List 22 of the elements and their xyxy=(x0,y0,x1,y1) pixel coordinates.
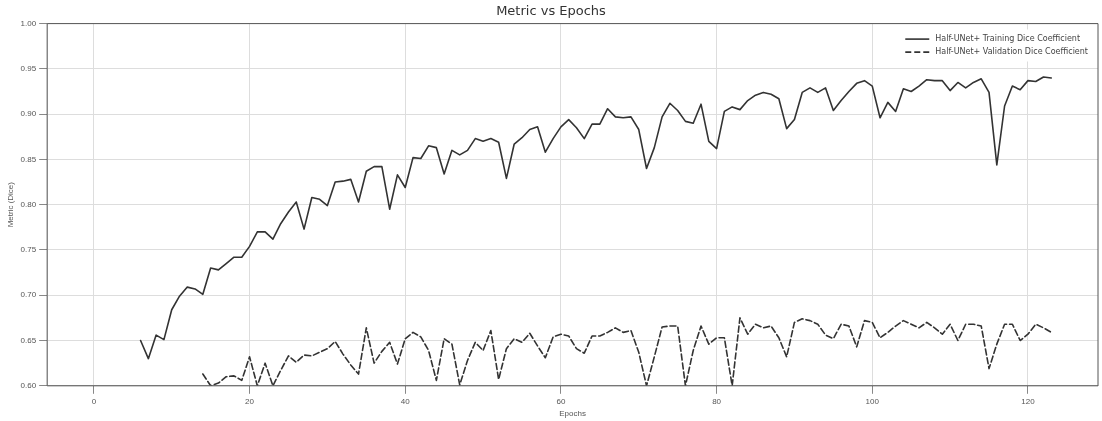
y-tick-label: 0.85 xyxy=(20,154,37,164)
y-tick-label: 0.90 xyxy=(20,109,37,119)
y-tick-label: 0.80 xyxy=(20,199,37,209)
x-tick-label: 20 xyxy=(245,396,255,406)
line-series xyxy=(202,317,1053,386)
x-tick-label: 60 xyxy=(556,396,566,406)
x-tick-label: 0 xyxy=(91,396,97,406)
x-tick-label: 80 xyxy=(712,396,722,406)
x-axis-title: Epochs xyxy=(559,409,586,419)
chart-title: Metric vs Epochs xyxy=(496,3,607,19)
y-tick-label: 1.00 xyxy=(20,18,37,28)
legend-label: Half-UNet+ Training Dice Coefficient xyxy=(935,34,1081,44)
x-tick-label: 100 xyxy=(865,396,880,406)
y-axis-title: Metric (Dice) xyxy=(6,181,15,228)
y-tick-label: 0.70 xyxy=(20,290,37,300)
x-tick-label: 40 xyxy=(400,396,411,406)
y-tick-label: 0.65 xyxy=(20,335,37,345)
y-tick-label: 0.60 xyxy=(20,381,37,390)
y-tick-label: 0.95 xyxy=(20,64,37,74)
x-tick-label: 120 xyxy=(1021,396,1036,406)
y-tick-label: 0.75 xyxy=(20,245,37,255)
legend-label: Half-UNet+ Validation Dice Coefficient xyxy=(935,47,1088,57)
